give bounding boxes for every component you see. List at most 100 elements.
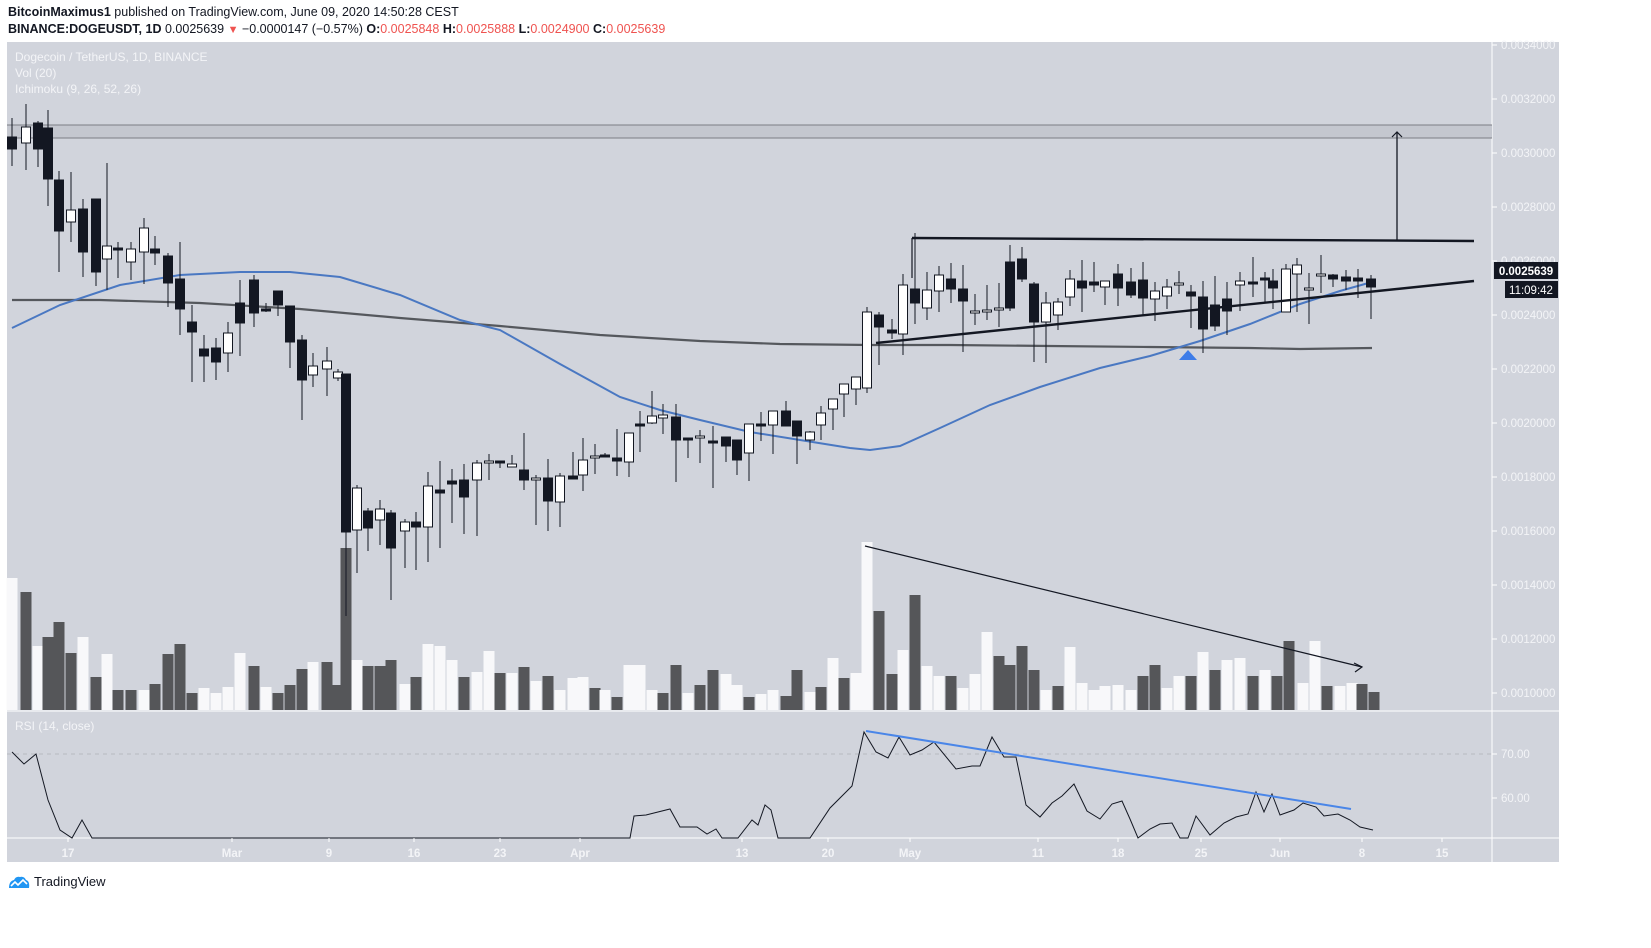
publisher-name[interactable]: BitcoinMaximus1 [8, 5, 111, 19]
volume-bar [248, 666, 260, 710]
volume-bar [32, 646, 44, 710]
volume-bar [657, 693, 669, 710]
candle-bull [1316, 273, 1326, 277]
volume-bar [1259, 670, 1271, 710]
volume-bar [1028, 670, 1040, 710]
candle-bull [1053, 301, 1063, 316]
candle-bear [568, 475, 578, 480]
axis-labels: 0.0034000 0.0032000 0.0030000 0.0028000 0.00… [62, 40, 1558, 860]
legend-volume: Vol (20) [15, 66, 57, 80]
volume-bar [957, 688, 969, 710]
volume-bar [886, 674, 898, 710]
time-tick-label: 23 [494, 848, 507, 860]
volume-bars [6, 542, 1380, 710]
time-tick-label: 20 [822, 848, 835, 860]
candle-bear [1138, 279, 1148, 299]
volume-bar [65, 653, 77, 710]
volume-bar [1064, 647, 1076, 710]
volume-bar [434, 646, 446, 710]
volume-bar [362, 666, 374, 710]
trendline-annotations[interactable] [864, 131, 1475, 673]
volume-bar [272, 693, 284, 710]
candle-bear [91, 198, 101, 273]
candle-bear [54, 179, 64, 232]
volume-bar [838, 678, 850, 710]
volume-bar [589, 688, 601, 710]
volume-bar [446, 660, 458, 710]
candle-bear [1341, 276, 1351, 282]
volume-bar [77, 637, 89, 710]
candle-bull [21, 126, 31, 144]
volume-bar [332, 685, 344, 710]
tradingview-footer[interactable]: TradingView [8, 874, 106, 889]
price-tick-label: 0.0016000 [1501, 526, 1555, 538]
candle-bear [435, 489, 445, 494]
candle-bear [43, 127, 53, 180]
down-arrow-icon: ▼ [227, 24, 239, 36]
time-tick-label: May [899, 848, 922, 860]
candle-bear [411, 521, 421, 528]
volume-bar [743, 697, 755, 710]
volume-bar [731, 685, 743, 710]
candle-bull [1304, 287, 1314, 291]
volume-bar [138, 690, 150, 710]
volume-bar [1125, 690, 1137, 710]
volume-bar [694, 685, 706, 710]
candle-bear [1328, 274, 1338, 280]
chart-canvas[interactable]: 0.0034000 0.0032000 0.0030000 0.0028000 0.00… [0, 0, 1651, 870]
resistance-band [7, 124, 1492, 139]
price-tick-label: 0.0012000 [1501, 634, 1555, 646]
volume-bar [1137, 676, 1149, 710]
volume-bar [707, 670, 719, 710]
volume-bar [307, 662, 319, 710]
volume-bar [1297, 683, 1309, 710]
candle-bear [671, 416, 681, 441]
volume-bar [1221, 660, 1233, 710]
volume-bar [634, 665, 646, 710]
volume-bar [1368, 692, 1380, 710]
candle-bull [898, 284, 908, 335]
legend-rsi: RSI (14, close) [15, 719, 95, 733]
publish-info: BitcoinMaximus1 published on TradingView… [8, 5, 459, 19]
volume-bar [530, 681, 542, 710]
volume-bar [125, 690, 137, 710]
volume-bar [804, 692, 816, 710]
candle-bear [113, 247, 123, 251]
volume-bar [6, 578, 18, 710]
volume-bar [554, 690, 566, 710]
candle-bull [322, 360, 332, 370]
volume-bar [101, 654, 113, 710]
volume-bar [1346, 683, 1358, 710]
price-axis[interactable] [1492, 42, 1559, 862]
candle-bear [519, 469, 529, 481]
candle-bull [624, 432, 634, 463]
volume-bar [897, 650, 909, 710]
candle-bear [1126, 281, 1136, 296]
candle-bear [33, 122, 43, 150]
rsi-series [11, 730, 1374, 839]
candle-bear [1029, 283, 1039, 323]
candle-bear [285, 305, 295, 343]
countdown-label: 11:09:42 [1509, 285, 1553, 297]
candle-bull [223, 332, 233, 354]
volume-bar [599, 690, 611, 710]
volume-bar [458, 677, 470, 710]
volume-bar [410, 677, 422, 710]
volume-bar [993, 656, 1005, 710]
published-text: published on TradingView.com, June 09, 2… [110, 5, 459, 19]
price-change: −0.0000147 (−0.57%) [241, 22, 363, 36]
price-tick-label: 0.0028000 [1501, 202, 1555, 214]
price-tick-label: 0.0034000 [1501, 40, 1555, 52]
volume-bar [1309, 641, 1321, 710]
price-tick-label: 0.0024000 [1501, 310, 1555, 322]
volume-bar [222, 687, 234, 710]
volume-bar [827, 658, 839, 710]
candle-bull [507, 463, 517, 468]
candle-bull [768, 410, 778, 426]
candle-bear [1005, 261, 1015, 309]
candle-bear [273, 290, 283, 306]
symbol-info: BINANCE:DOGEUSDT, 1D 0.0025639 ▼ −0.0000… [8, 22, 665, 36]
volume-bar [422, 644, 434, 710]
candle-bear [1113, 273, 1123, 289]
candle-bear [732, 439, 742, 461]
